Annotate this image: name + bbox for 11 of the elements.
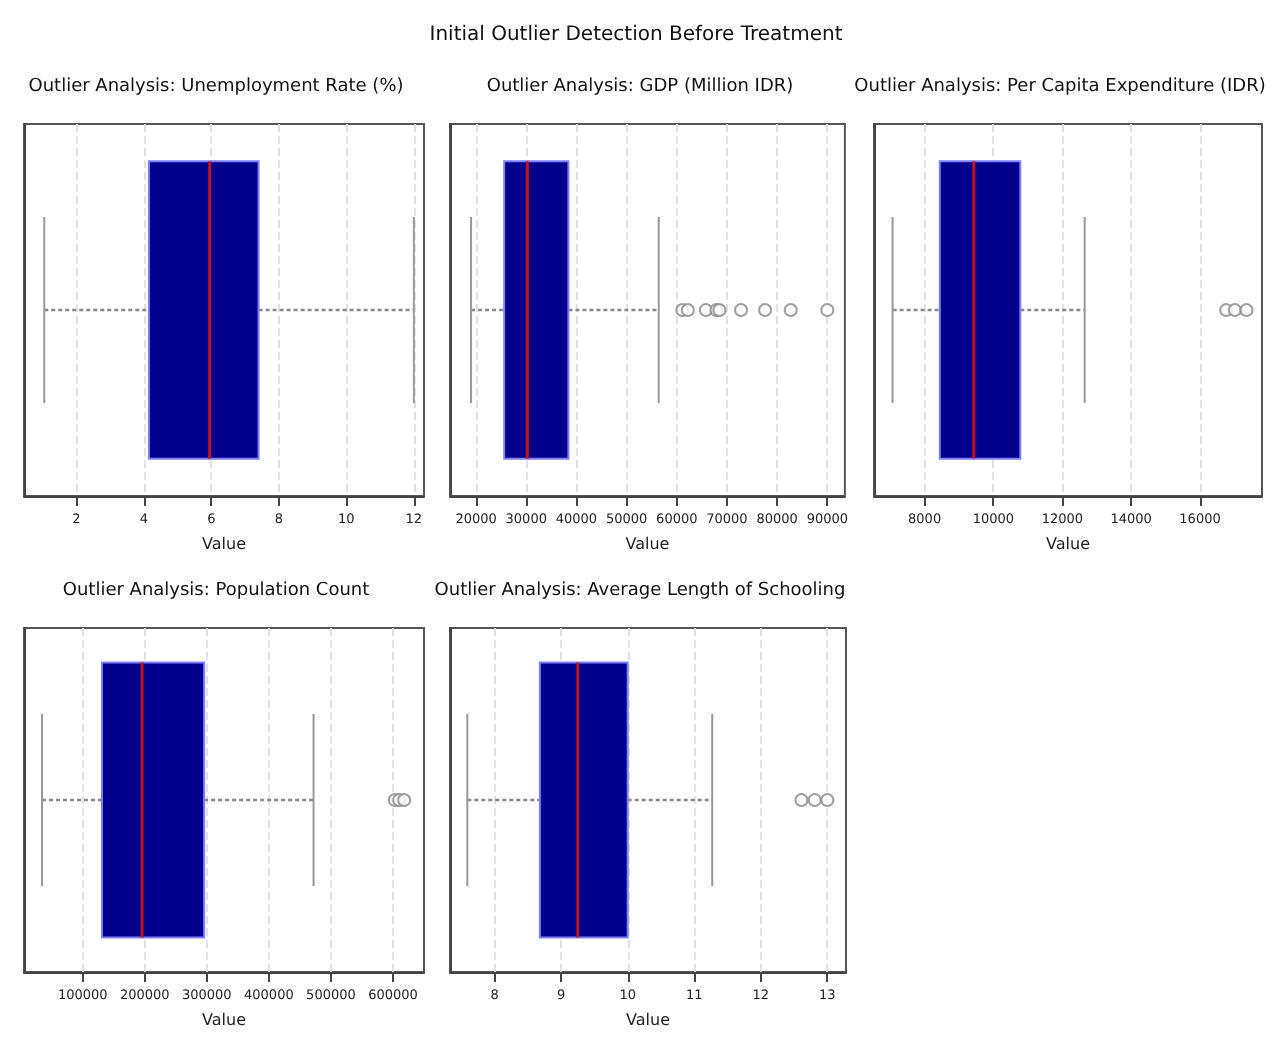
x-axis-title: Value — [202, 1011, 247, 1029]
x-axis-title: Value — [202, 535, 247, 553]
x-axis-title: Value — [1046, 535, 1091, 553]
x-axis-title: Value — [625, 535, 670, 553]
text: Initial Outlier Detection Before Treatment — [427, 24, 845, 46]
chart-title: Outlier Analysis: Unemployment Rate (%) — [28, 77, 404, 97]
chart-title: Outlier Analysis: Per Capita Expenditure (IDR) — [854, 77, 1266, 97]
chart-title: Outlier Analysis: Average Length of Schooling — [434, 581, 846, 601]
chart-title: Outlier Analysis: GDP (Million IDR) — [486, 77, 794, 97]
chart-title: Outlier Analysis: Population Count — [62, 581, 371, 601]
x-axis-title: Value — [626, 1011, 671, 1029]
